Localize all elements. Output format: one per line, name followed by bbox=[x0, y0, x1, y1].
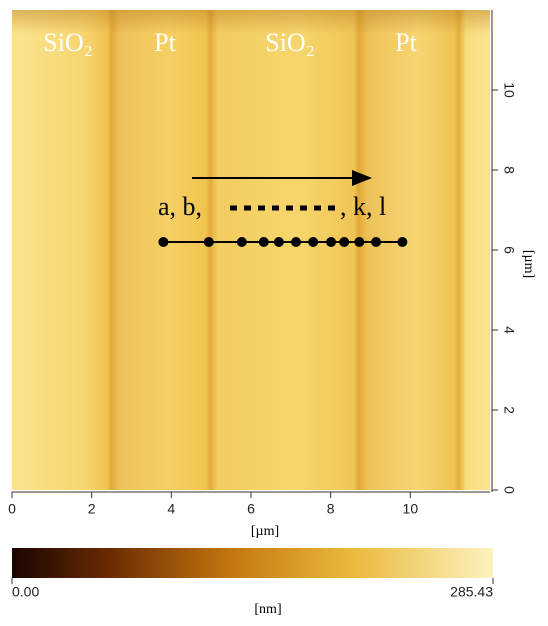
colorbar-label: [nm] bbox=[254, 602, 281, 617]
region-label: SiO₂ bbox=[265, 28, 315, 57]
point bbox=[291, 237, 301, 247]
point bbox=[158, 237, 168, 247]
colorbar bbox=[12, 548, 493, 578]
x-tick-label: 6 bbox=[247, 501, 255, 517]
point bbox=[259, 237, 269, 247]
annotation: , k, l bbox=[340, 192, 386, 221]
afm-shade bbox=[12, 10, 490, 490]
point bbox=[274, 237, 284, 247]
point bbox=[308, 237, 318, 247]
x-tick-label: 0 bbox=[8, 501, 16, 517]
chart: [µm] SiO₂ Pt SiO₂ Pt 0 2 4 6 8 10 [µm] 0 2 4 6 8 10 a, b,… bbox=[0, 0, 548, 626]
region-label: Pt bbox=[395, 28, 417, 57]
y-tick-label: 4 bbox=[501, 326, 517, 334]
x-tick-label: 4 bbox=[167, 501, 175, 517]
annotation: a, b, bbox=[158, 192, 202, 221]
point bbox=[204, 237, 214, 247]
x-axis-label: [µm] bbox=[251, 524, 279, 539]
y-tick-label: 10 bbox=[501, 82, 517, 98]
y-axis-label: [µm] bbox=[521, 250, 536, 278]
point bbox=[354, 237, 364, 247]
y-tick-label: 8 bbox=[501, 166, 517, 174]
x-tick-label: 2 bbox=[88, 501, 96, 517]
y-tick-label: 2 bbox=[501, 406, 517, 414]
point bbox=[339, 237, 349, 247]
point bbox=[326, 237, 336, 247]
y-tick-label: 0 bbox=[501, 486, 517, 494]
point bbox=[397, 237, 407, 247]
colorbar-tick-label: 285.43 bbox=[450, 584, 493, 600]
y-tick-label: 6 bbox=[501, 246, 517, 254]
region-label: Pt bbox=[154, 28, 176, 57]
colorbar-tick-label: 0.00 bbox=[12, 584, 39, 600]
point bbox=[237, 237, 247, 247]
region-label: SiO₂ bbox=[43, 28, 93, 57]
x-tick-label: 10 bbox=[403, 501, 419, 517]
point bbox=[371, 237, 381, 247]
x-tick-label: 8 bbox=[327, 501, 335, 517]
